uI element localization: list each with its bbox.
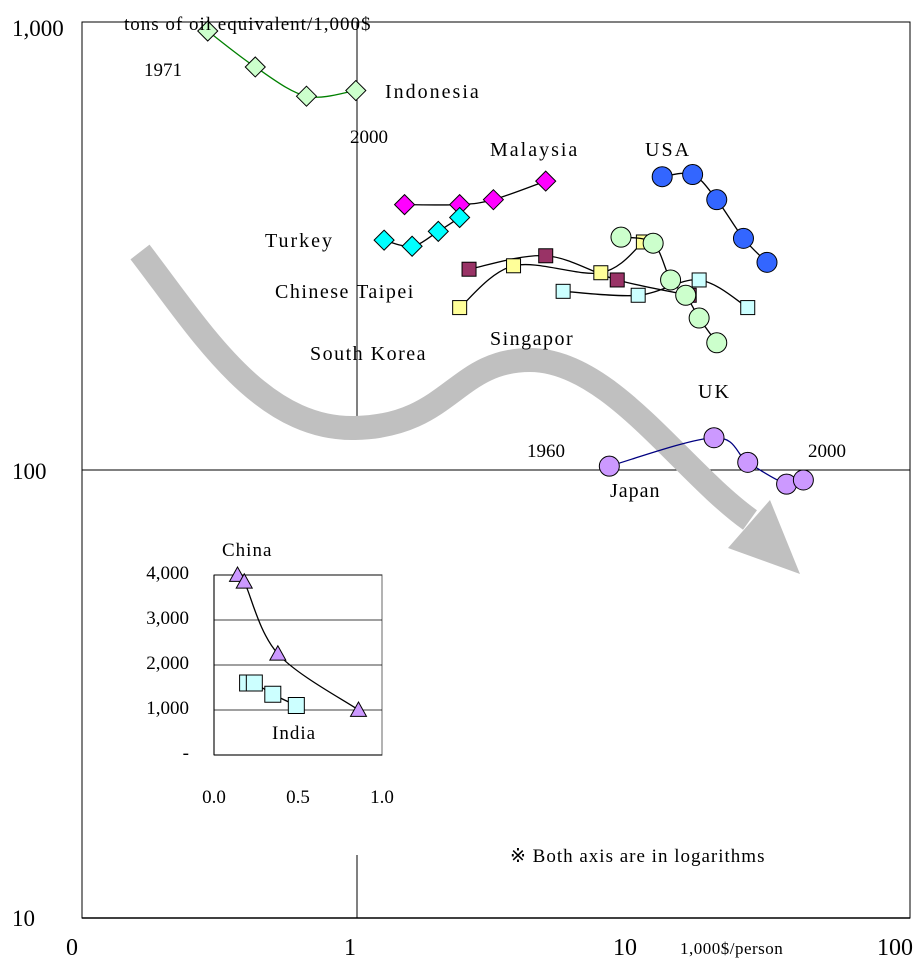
point-indonesia-3 bbox=[345, 79, 367, 102]
annotation-log-note: ※ Both axis are in logarithms bbox=[510, 846, 765, 867]
point-malaysia-2 bbox=[482, 188, 505, 211]
inset-point-india-3 bbox=[287, 697, 305, 714]
main-series-group bbox=[197, 20, 814, 495]
inset-series-china bbox=[228, 565, 368, 717]
series-malaysia bbox=[393, 170, 557, 216]
y-tick-label-10: 10 bbox=[12, 906, 35, 931]
point-japan-0 bbox=[598, 455, 620, 477]
point-malaysia-0 bbox=[393, 193, 416, 216]
point-chinese-taipei-0 bbox=[461, 261, 477, 277]
inset-x-tick-1: 1.0 bbox=[370, 787, 394, 808]
point-turkey-2 bbox=[427, 220, 449, 243]
inset-series-india bbox=[239, 674, 305, 714]
point-singapor-1 bbox=[506, 258, 522, 274]
inset-point-china-1 bbox=[235, 572, 254, 589]
label-uk: UK bbox=[698, 381, 731, 403]
label-chinese-taipei: Chinese Taipei bbox=[275, 281, 415, 303]
point-usa-1 bbox=[682, 164, 704, 186]
x-tick-label-1: 1 bbox=[344, 935, 356, 961]
point-malaysia-3 bbox=[535, 170, 557, 192]
point-japan-1 bbox=[703, 427, 725, 449]
point-turkey-0 bbox=[373, 229, 395, 251]
main-labels-group: tons of oil equivalent/1,000$ 1,000$/per… bbox=[12, 14, 913, 961]
point-turkey-1 bbox=[401, 235, 423, 257]
point-usa-4 bbox=[756, 251, 778, 273]
label-indonesia: Indonesia bbox=[385, 81, 481, 103]
point-singapor-0 bbox=[452, 300, 468, 316]
point-usa-2 bbox=[706, 189, 728, 211]
series-uk bbox=[610, 226, 728, 354]
point-uk-1 bbox=[642, 232, 664, 254]
inset-chart bbox=[213, 565, 383, 756]
y-tick-label-100: 100 bbox=[12, 459, 47, 484]
series-japan bbox=[598, 427, 814, 495]
inset-label-china: China bbox=[222, 540, 272, 561]
inset-x-tick-0: 0.0 bbox=[202, 787, 226, 808]
x-axis-title: 1,000$/person bbox=[680, 939, 783, 958]
annotation-1960: 1960 bbox=[527, 441, 565, 462]
point-south-korea-0 bbox=[555, 283, 571, 299]
x-tick-label-0: 0 bbox=[66, 935, 78, 961]
inset-y-tick-4000: 4,000 bbox=[146, 563, 189, 584]
series-line-turkey bbox=[383, 216, 461, 248]
inset-point-china-3 bbox=[349, 700, 368, 717]
y-axis-title: tons of oil equivalent/1,000$ bbox=[124, 14, 371, 35]
point-indonesia-2 bbox=[295, 85, 318, 107]
point-uk-0 bbox=[610, 226, 632, 248]
point-chinese-taipei-1 bbox=[538, 248, 554, 264]
y-tick-label-1000: 1,000 bbox=[12, 16, 64, 41]
trend-arrow bbox=[130, 244, 758, 530]
point-uk-2 bbox=[660, 269, 682, 291]
point-usa-0 bbox=[651, 166, 673, 188]
point-uk-5 bbox=[706, 332, 728, 354]
point-indonesia-1 bbox=[244, 56, 266, 78]
series-line-south-korea bbox=[563, 279, 749, 309]
label-malaysia: Malaysia bbox=[490, 139, 579, 161]
inset-label-india: India bbox=[272, 723, 316, 744]
point-uk-4 bbox=[688, 307, 710, 329]
x-tick-label-10: 10 bbox=[613, 935, 637, 961]
label-usa: USA bbox=[645, 139, 691, 161]
series-line-chinese-taipei bbox=[468, 255, 690, 296]
series-turkey bbox=[373, 206, 471, 257]
annotation-2000-japan: 2000 bbox=[808, 441, 846, 462]
point-japan-4 bbox=[792, 469, 814, 491]
series-line-singapor bbox=[459, 241, 644, 309]
point-uk-3 bbox=[675, 284, 697, 306]
inset-y-tick-3000: 3,000 bbox=[146, 608, 189, 629]
inset-point-china-2 bbox=[268, 644, 287, 661]
label-south-korea: South Korea bbox=[310, 343, 427, 365]
series-line-usa bbox=[662, 172, 768, 263]
series-line-malaysia bbox=[404, 180, 546, 206]
point-indonesia-0 bbox=[197, 20, 219, 42]
inset-point-india-1 bbox=[245, 674, 263, 692]
point-south-korea-2 bbox=[691, 272, 707, 288]
trend-arrow-head bbox=[728, 500, 800, 574]
point-japan-2 bbox=[737, 451, 759, 473]
label-turkey: Turkey bbox=[265, 230, 334, 252]
inset-y-tick-1000: 1,000 bbox=[146, 698, 189, 719]
inset-point-india-2 bbox=[264, 685, 282, 703]
inset-y-tick-2000: 2,000 bbox=[146, 653, 189, 674]
x-tick-label-100: 100 bbox=[877, 935, 913, 961]
inset-labels-group: China India 4,000 3,000 2,000 1,000 - 0.… bbox=[146, 540, 394, 808]
series-usa bbox=[651, 164, 778, 273]
label-japan: Japan bbox=[610, 480, 661, 502]
label-singapor: Singapor bbox=[490, 328, 574, 350]
annotation-1971: 1971 bbox=[144, 60, 182, 81]
inset-x-tick-05: 0.5 bbox=[286, 787, 310, 808]
point-singapor-2 bbox=[593, 265, 609, 281]
series-indonesia bbox=[197, 20, 367, 107]
inset-y-tick-0: - bbox=[183, 743, 189, 764]
point-chinese-taipei-2 bbox=[609, 272, 625, 288]
series-line-indonesia bbox=[207, 30, 356, 98]
point-south-korea-1 bbox=[630, 287, 646, 303]
series-south-korea bbox=[555, 272, 756, 316]
point-south-korea-3 bbox=[740, 300, 756, 316]
annotation-2000-indonesia: 2000 bbox=[350, 127, 388, 148]
main-plot-frame bbox=[81, 21, 911, 919]
point-usa-3 bbox=[732, 227, 754, 249]
point-turkey-3 bbox=[448, 206, 471, 229]
